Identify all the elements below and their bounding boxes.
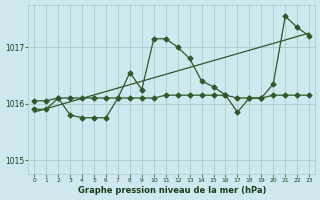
X-axis label: Graphe pression niveau de la mer (hPa): Graphe pression niveau de la mer (hPa) — [77, 186, 266, 195]
